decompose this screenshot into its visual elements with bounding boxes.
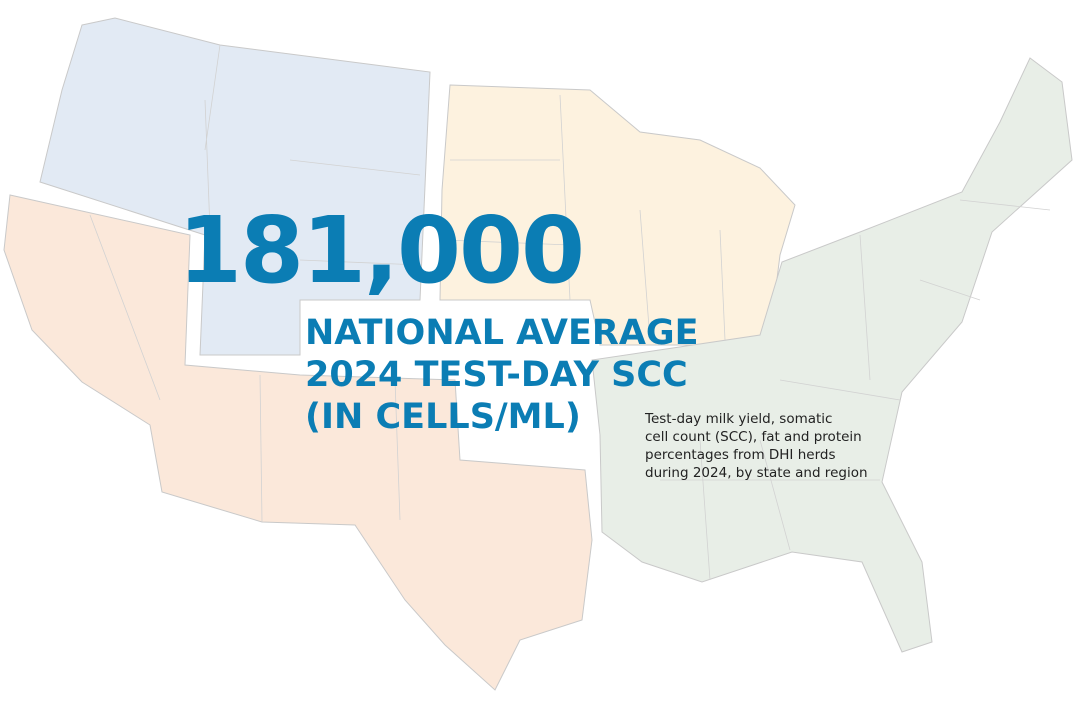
headline-line: NATIONAL AVERAGE xyxy=(305,313,699,353)
us-map xyxy=(3,17,1073,691)
southwest-region xyxy=(3,194,593,691)
west-region xyxy=(39,17,431,356)
headline-figure: 181,000 xyxy=(178,197,583,304)
headline-line: 2024 TEST-DAY SCC xyxy=(305,355,688,395)
headline-line: (IN CELLS/ML) xyxy=(305,397,581,437)
caption-line: cell count (SCC), fat and protein xyxy=(645,429,862,445)
state-borders xyxy=(89,44,1051,581)
east-region xyxy=(591,57,1073,653)
caption-line: during 2024, by state and region xyxy=(645,465,868,481)
headline-label: NATIONAL AVERAGE 2024 TEST-DAY SCC (IN C… xyxy=(305,313,699,437)
caption: Test-day milk yield, somatic cell count … xyxy=(644,411,868,481)
caption-line: Test-day milk yield, somatic xyxy=(644,411,832,427)
caption-line: percentages from DHI herds xyxy=(645,447,835,463)
